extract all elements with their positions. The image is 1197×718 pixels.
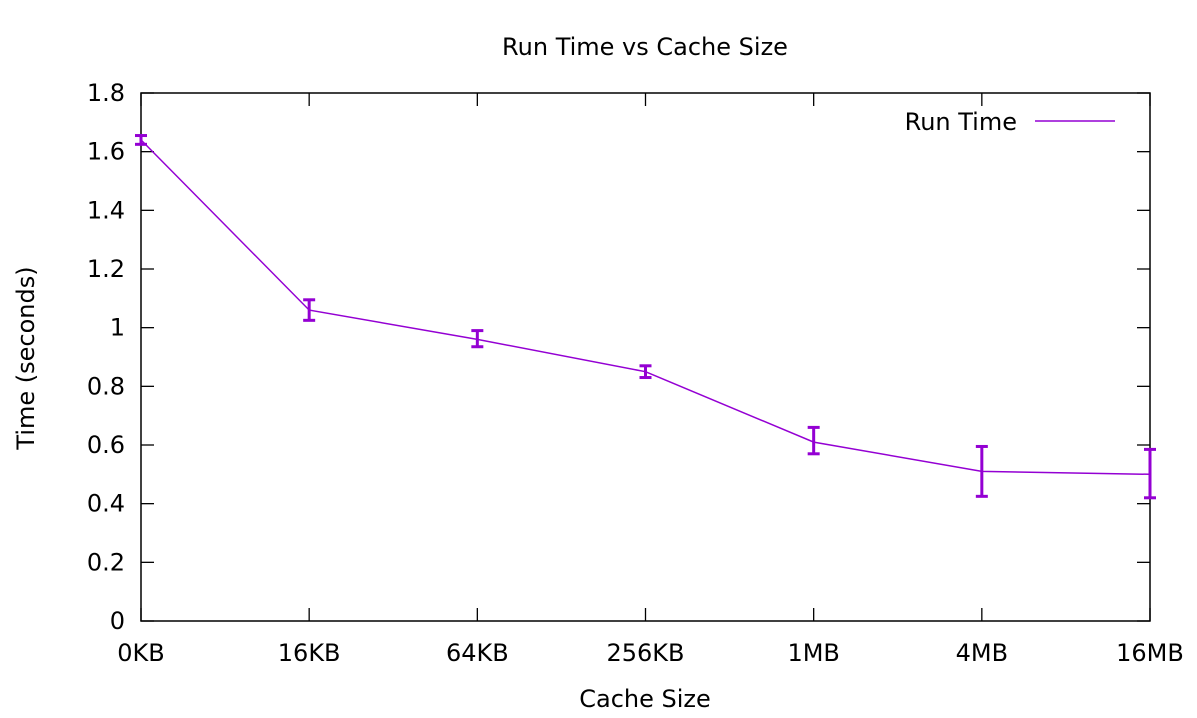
plot-frame <box>140 92 1151 622</box>
x-tick-label: 256KB <box>606 639 684 667</box>
x-tick-label: 16MB <box>1116 639 1184 667</box>
y-tick-label: 0.8 <box>87 372 125 400</box>
plot-area: 0 0.2 0.4 0.6 0.8 1 1.2 1.4 1.6 1.8 0KB 16KB 64KB 256… <box>87 79 1184 667</box>
y-tick-label: 0.6 <box>87 431 125 459</box>
y-tick-label: 1.2 <box>87 255 125 283</box>
x-tick-label: 4MB <box>956 639 1008 667</box>
y-tick-label: 1 <box>110 314 125 342</box>
y-tick-label: 1.6 <box>87 138 125 166</box>
y-tick-label: 1.8 <box>87 79 125 107</box>
x-axis-label: Cache Size <box>579 685 711 713</box>
x-tick-label: 1MB <box>787 639 839 667</box>
legend-label: Run Time <box>905 108 1017 136</box>
x-tick-label: 64KB <box>446 639 509 667</box>
y-tick-label: 0.2 <box>87 548 125 576</box>
chart-title: Run Time vs Cache Size <box>502 33 788 61</box>
x-tick-label: 0KB <box>117 639 164 667</box>
y-tick-label: 0 <box>110 607 125 635</box>
y-tick-label: 1.4 <box>87 196 125 224</box>
y-axis-label: Time (seconds) <box>12 266 40 450</box>
y-tick-label: 0.4 <box>87 490 125 518</box>
x-tick-label: 16KB <box>278 639 341 667</box>
series-line-run-time <box>140 139 1151 476</box>
